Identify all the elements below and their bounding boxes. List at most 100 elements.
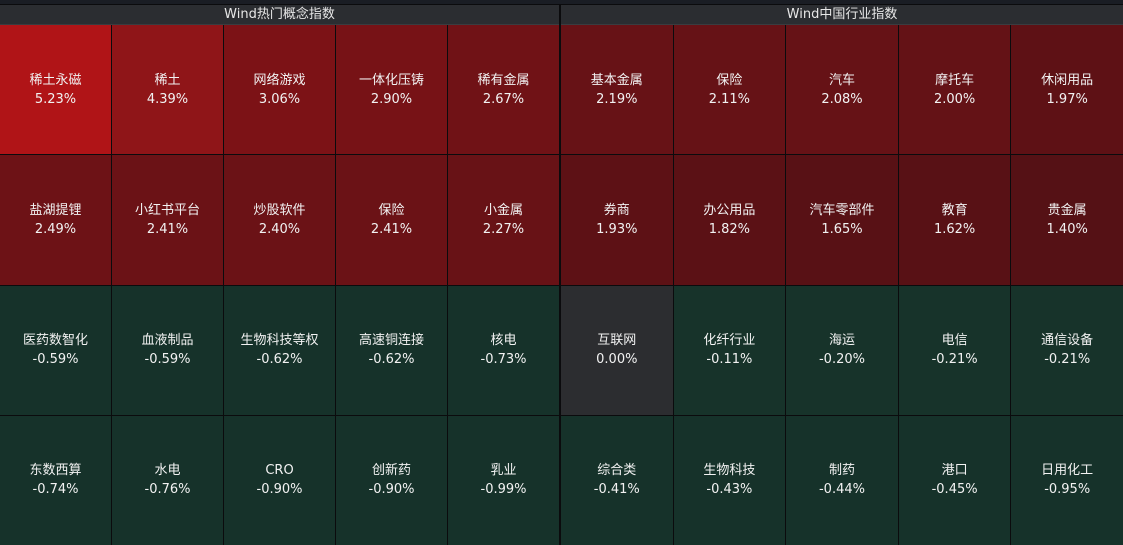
heatmap-cell[interactable]: 综合类 -0.41% [561,415,673,545]
index-change-percent: -0.11% [706,352,753,368]
index-name: 港口 [941,463,968,479]
index-change-percent: -0.76% [144,482,191,498]
heatmap-cell[interactable]: 稀有金属 2.67% [448,25,559,155]
index-change-percent: -0.99% [480,482,527,498]
heatmap-cell[interactable]: 通信设备 -0.21% [1011,285,1123,415]
index-change-percent: 2.67% [482,91,525,107]
index-name: 东数西算 [29,463,82,479]
index-name: 汽车零部件 [809,202,875,218]
index-name: CRO [265,463,294,479]
index-change-percent: 2.90% [370,91,413,107]
heatmap-cell[interactable]: 网络游戏 3.06% [224,25,335,155]
heatmap-grid: 基本金属 2.19% 保险 2.11% 汽车 2.08% 摩托车 2.00% 休闲用品 1.97%… [561,25,1123,545]
heatmap-cell[interactable]: 贵金属 1.40% [1011,155,1123,285]
index-change-percent: 1.97% [1046,91,1088,107]
heatmap-cell[interactable]: 炒股软件 2.40% [224,155,335,285]
heatmap-cell[interactable]: 稀土 4.39% [112,25,223,155]
heatmap-cell[interactable]: 盐湖提锂 2.49% [0,155,111,285]
heatmap-cell[interactable]: 化纤行业 -0.11% [673,285,786,415]
index-change-percent: 1.65% [821,221,863,237]
index-change-percent: 4.39% [146,91,189,107]
index-name: 互联网 [597,333,637,349]
heatmap-cell[interactable]: 东数西算 -0.74% [0,415,111,545]
index-change-percent: 3.06% [258,91,301,107]
index-name: 化纤行业 [703,333,756,349]
index-name: 盐湖提锂 [29,202,82,218]
heatmap-cell[interactable]: 办公用品 1.82% [673,155,786,285]
index-name: 贵金属 [1047,202,1087,218]
index-name: 摩托车 [935,72,975,88]
heatmap-cell[interactable]: 水电 -0.76% [112,415,223,545]
heatmap-cell[interactable]: 乳业 -0.99% [448,415,559,545]
index-name: 小金属 [483,202,523,218]
index-name: 医药数智化 [22,333,88,349]
index-name: 生物科技 [703,463,756,479]
index-change-percent: -0.59% [32,352,79,368]
index-name: 稀土永磁 [29,72,82,88]
index-change-percent: 2.27% [482,221,525,237]
index-change-percent: 1.93% [596,221,638,237]
heatmap-cell[interactable]: 保险 2.11% [673,25,786,155]
index-change-percent: -0.44% [818,482,865,498]
index-change-percent: -0.73% [480,352,527,368]
index-change-percent: 0.00% [596,352,638,368]
heatmap-cell[interactable]: 生物科技 -0.43% [673,415,786,545]
index-change-percent: 2.49% [34,221,77,237]
index-name: 电信 [941,333,968,349]
heatmap-cell[interactable]: 港口 -0.45% [898,415,1011,545]
heatmap-cell[interactable]: 休闲用品 1.97% [1011,25,1123,155]
index-change-percent: 2.19% [596,91,638,107]
heatmap-cell[interactable]: 互联网 0.00% [561,285,673,415]
index-change-percent: 2.40% [258,221,301,237]
index-change-percent: -0.62% [368,352,415,368]
china-industry-index-panel: Wind中国行业指数 基本金属 2.19% 保险 2.11% 汽车 2.08% 摩托车 2.0… [561,5,1123,545]
index-change-percent: 2.11% [708,91,751,107]
index-name: 办公用品 [703,202,756,218]
index-name: 一体化压铸 [358,72,424,88]
heatmap-cell[interactable]: 生物科技等权 -0.62% [224,285,335,415]
index-name: 保险 [378,202,405,218]
heatmap-cell[interactable]: 保险 2.41% [336,155,447,285]
index-name: 教育 [941,202,968,218]
index-change-percent: 5.23% [34,91,77,107]
heatmap-cell[interactable]: 一体化压铸 2.90% [336,25,447,155]
heatmap-cell[interactable]: 小红书平台 2.41% [112,155,223,285]
index-change-percent: -0.43% [706,482,753,498]
heatmap-cell[interactable]: 高速铜连接 -0.62% [336,285,447,415]
index-change-percent: -0.20% [818,352,865,368]
heatmap-cell[interactable]: 教育 1.62% [898,155,1011,285]
index-change-percent: -0.95% [1044,482,1091,498]
panel-title: Wind中国行业指数 [561,5,1123,25]
heatmap-cell[interactable]: 汽车零部件 1.65% [786,155,898,285]
index-change-percent: 2.08% [821,91,863,107]
heatmap-cell[interactable]: 核电 -0.73% [448,285,559,415]
heatmap-cell[interactable]: 电信 -0.21% [898,285,1011,415]
index-change-percent: -0.21% [1044,352,1091,368]
heatmap-cell[interactable]: 制药 -0.44% [786,415,898,545]
heatmap-cell[interactable]: 券商 1.93% [561,155,673,285]
index-change-percent: -0.90% [368,482,415,498]
heatmap-grid: 稀土永磁 5.23% 稀土 4.39% 网络游戏 3.06% 一体化压铸 2.90% 稀有金属 2… [0,25,559,545]
index-name: 汽车 [828,72,855,88]
index-name: 日用化工 [1041,463,1094,479]
index-name: 通信设备 [1041,333,1094,349]
heatmap-cell[interactable]: 基本金属 2.19% [561,25,673,155]
index-name: 稀有金属 [477,72,530,88]
heatmap-cell[interactable]: 血液制品 -0.59% [112,285,223,415]
heatmap-cell[interactable]: 日用化工 -0.95% [1011,415,1123,545]
heatmap-cell[interactable]: 创新药 -0.90% [336,415,447,545]
heatmap-cell[interactable]: 小金属 2.27% [448,155,559,285]
index-change-percent: -0.45% [931,482,978,498]
index-name: 休闲用品 [1041,72,1094,88]
index-name: 综合类 [597,463,637,479]
index-name: 炒股软件 [253,202,306,218]
heatmap-cell[interactable]: 汽车 2.08% [786,25,898,155]
heatmap-cell[interactable]: 医药数智化 -0.59% [0,285,111,415]
heatmap-cell[interactable]: 稀土永磁 5.23% [0,25,111,155]
heatmap-cell[interactable]: CRO -0.90% [224,415,335,545]
heatmap-cell[interactable]: 海运 -0.20% [786,285,898,415]
heatmap-cell[interactable]: 摩托车 2.00% [898,25,1011,155]
hot-concept-index-panel: Wind热门概念指数 稀土永磁 5.23% 稀土 4.39% 网络游戏 3.06% 一体化压… [0,5,559,545]
index-name: 生物科技等权 [240,333,319,349]
index-name: 水电 [154,463,181,479]
